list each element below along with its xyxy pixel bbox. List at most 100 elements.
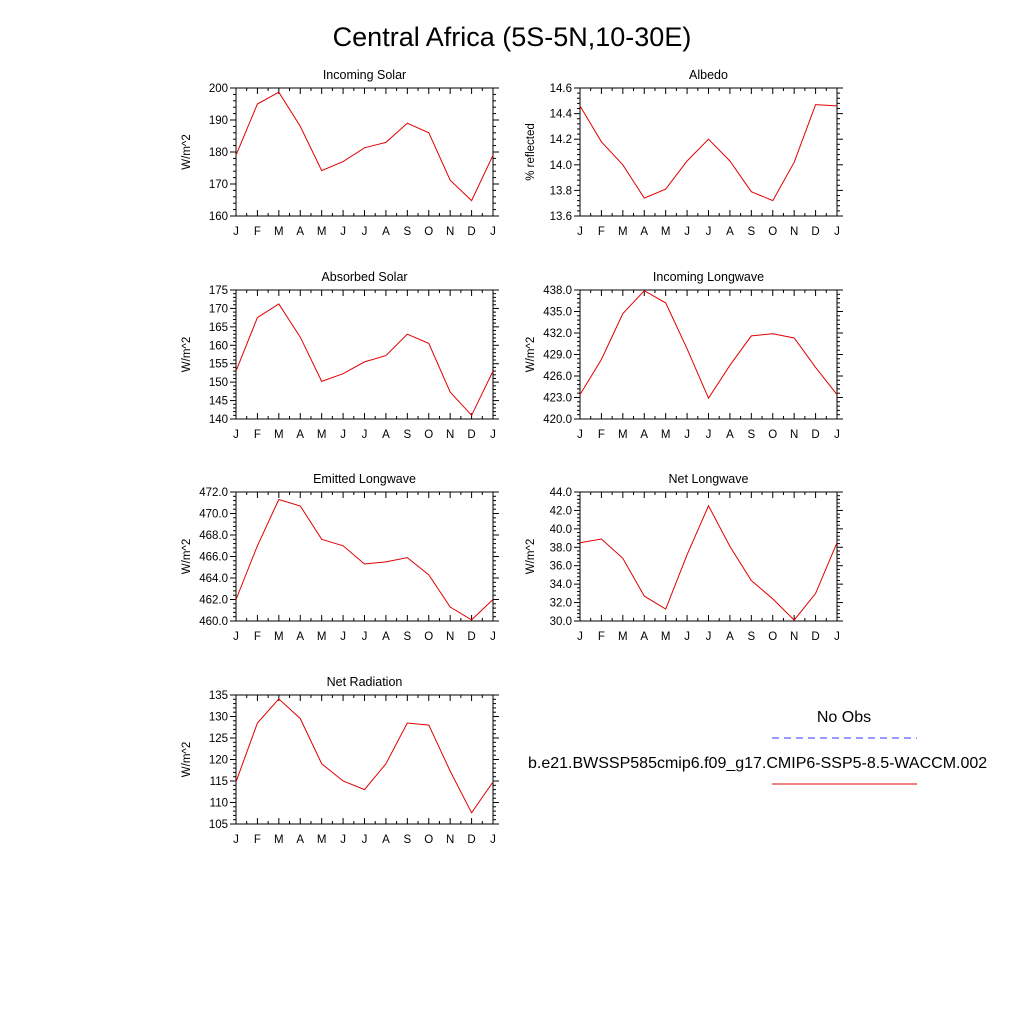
y-tick-label: 130 (209, 712, 228, 724)
x-tick-label: J (834, 226, 840, 238)
x-tick-label: A (726, 631, 734, 643)
x-tick-label: S (747, 631, 755, 643)
series-line (579, 290, 838, 400)
x-tick-label: S (747, 226, 755, 238)
x-tick-label: A (296, 429, 304, 441)
series-line (235, 498, 494, 621)
x-tick-label: N (790, 429, 798, 441)
series-line (235, 698, 494, 814)
y-tick-label: 13.6 (550, 211, 572, 223)
y-tick-label: 190 (209, 115, 228, 127)
x-tick-label: J (577, 226, 583, 238)
plot-frame (579, 491, 838, 622)
y-tick-label: 432.0 (543, 328, 572, 340)
y-tick-label: 14.4 (550, 109, 573, 121)
x-tick-label: S (747, 429, 755, 441)
y-tick-label: 200 (209, 83, 228, 95)
y-tick-label: 36.0 (550, 561, 572, 573)
y-tick-label: 34.0 (550, 579, 572, 591)
y-tick-label: 468.0 (199, 530, 228, 542)
x-tick-label: A (382, 631, 390, 643)
x-tick-label: J (362, 631, 368, 643)
x-tick-label: J (340, 834, 346, 846)
panel-title: Net Longwave (669, 472, 749, 486)
y-tick-label: 105 (209, 819, 228, 831)
y-tick-label: 466.0 (199, 552, 228, 564)
x-tick-label: J (706, 429, 712, 441)
x-tick-label: M (618, 226, 628, 238)
y-tick-label: 44.0 (550, 487, 572, 499)
x-tick-label: O (424, 631, 433, 643)
y-tick-label: 460.0 (199, 616, 228, 628)
y-tick-label: 429.0 (543, 350, 572, 362)
y-tick-label: 32.0 (550, 598, 572, 610)
x-tick-label: M (618, 429, 628, 441)
x-tick-label: M (618, 631, 628, 643)
x-tick-label: N (446, 631, 454, 643)
x-tick-label: A (296, 226, 304, 238)
x-tick-label: A (296, 631, 304, 643)
x-tick-label: A (640, 429, 648, 441)
x-tick-label: A (296, 834, 304, 846)
y-axis-label: W/m^2 (181, 539, 193, 574)
x-tick-label: J (233, 631, 239, 643)
series-line (235, 91, 494, 202)
plot-frame (579, 289, 838, 420)
panel-title: Emitted Longwave (313, 472, 416, 486)
x-tick-label: S (403, 226, 411, 238)
x-tick-label: N (446, 429, 454, 441)
y-tick-label: 42.0 (550, 505, 572, 517)
x-tick-label: J (490, 834, 496, 846)
plot-frame (235, 491, 494, 622)
y-tick-label: 423.0 (543, 393, 572, 405)
legend: No Obs b.e21.BWSSP585cmip6.f09_g17.CMIP6… (528, 709, 987, 785)
x-tick-label: J (233, 834, 239, 846)
x-tick-label: D (467, 429, 475, 441)
x-tick-label: M (274, 226, 284, 238)
y-tick-label: 155 (209, 359, 228, 371)
y-tick-label: 435.0 (543, 307, 572, 319)
y-axis-label: W/m^2 (525, 337, 537, 372)
x-tick-label: M (317, 631, 327, 643)
x-tick-label: F (254, 631, 261, 643)
x-tick-label: N (446, 226, 454, 238)
series-line (235, 303, 494, 417)
y-tick-label: 438.0 (543, 285, 572, 297)
y-tick-label: 125 (209, 733, 228, 745)
x-tick-label: N (446, 834, 454, 846)
y-axis-label: W/m^2 (181, 134, 193, 169)
y-tick-label: 115 (210, 776, 228, 788)
x-tick-label: J (362, 429, 368, 441)
x-tick-label: A (726, 226, 734, 238)
x-tick-label: D (811, 226, 819, 238)
x-tick-label: D (467, 226, 475, 238)
x-tick-label: M (661, 429, 671, 441)
x-tick-label: O (424, 834, 433, 846)
y-axis-label: W/m^2 (525, 539, 537, 574)
y-tick-label: 170 (209, 303, 228, 315)
series-line (579, 104, 838, 202)
x-tick-label: F (598, 631, 605, 643)
x-tick-label: J (684, 429, 690, 441)
x-tick-label: A (382, 429, 390, 441)
x-tick-label: J (340, 429, 346, 441)
y-tick-label: 160 (209, 340, 228, 352)
panel-title: Net Radiation (327, 675, 403, 689)
x-tick-label: J (684, 631, 690, 643)
x-tick-label: F (598, 226, 605, 238)
y-tick-label: 175 (209, 285, 228, 297)
x-tick-label: O (768, 429, 777, 441)
x-tick-label: J (340, 226, 346, 238)
x-tick-label: J (340, 631, 346, 643)
x-tick-label: J (233, 226, 239, 238)
y-tick-label: 464.0 (199, 573, 228, 585)
y-tick-label: 14.0 (550, 160, 572, 172)
y-tick-label: 30.0 (550, 616, 572, 628)
x-tick-label: O (768, 631, 777, 643)
x-tick-label: D (811, 631, 819, 643)
x-tick-label: D (467, 834, 475, 846)
x-tick-label: J (362, 834, 368, 846)
x-tick-label: O (424, 226, 433, 238)
y-axis-label: % reflected (525, 123, 537, 181)
